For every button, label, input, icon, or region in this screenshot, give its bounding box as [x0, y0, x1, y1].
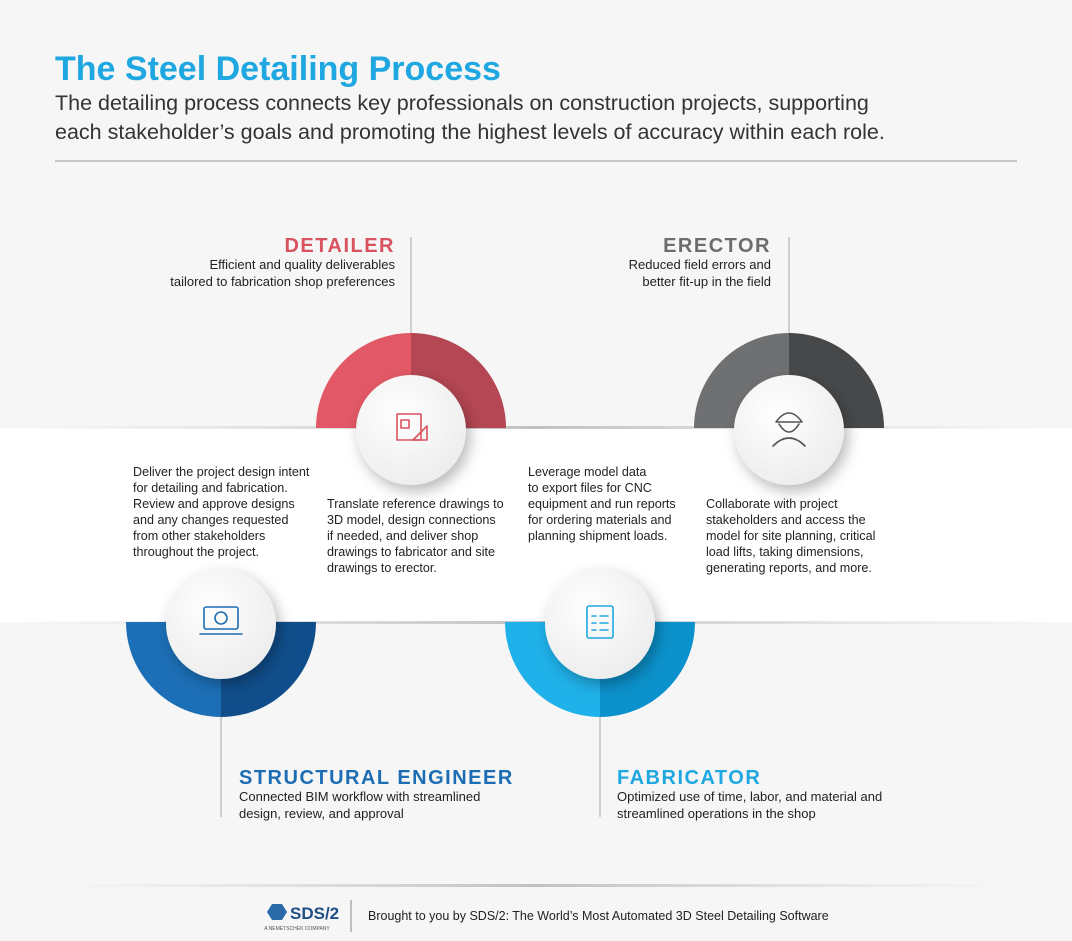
subtitle-line: The detailing process connects key profe…: [55, 91, 869, 115]
role-goal: streamlined operations in the shop: [617, 806, 816, 821]
subtitle-line: each stakeholder’s goals and promoting t…: [55, 120, 885, 144]
icon-part: [396, 413, 422, 441]
icon: [586, 605, 614, 639]
role-title: FABRICATOR: [617, 767, 761, 789]
icon: [396, 413, 428, 441]
title: The Steel Detailing Process: [55, 50, 501, 88]
role-description: Collaborate with project: [706, 497, 838, 511]
role-description: drawings to erector.: [327, 561, 437, 575]
tagline: Brought to you by SDS/2: The World’s Mos…: [368, 909, 829, 923]
role-description: Translate reference drawings to: [327, 497, 504, 511]
role-description: from other stakeholders: [133, 529, 265, 543]
icon-part: [400, 419, 428, 441]
icon-disc: [545, 569, 655, 679]
role-goal: design, review, and approval: [239, 806, 404, 821]
role-goal: Optimized use of time, labor, and materi…: [617, 789, 882, 804]
role-title: ERECTOR: [663, 235, 771, 257]
role-description: Review and approve designs: [133, 497, 295, 511]
role-description: 3D model, design connections: [327, 513, 496, 527]
role-description: if needed, and deliver shop: [327, 529, 478, 543]
role-description: for detailing and fabrication.: [133, 481, 288, 495]
icon: [772, 412, 806, 447]
role-description: model for site planning, critical: [706, 529, 875, 543]
role-goal: better fit-up in the field: [642, 274, 771, 289]
logo: SDS/2 A NEMETSCHEK COMPANY: [264, 904, 339, 932]
role-description: drawings to fabricator and site: [327, 545, 495, 559]
role-goal: Connected BIM workflow with streamlined: [239, 789, 480, 804]
role-description: throughout the project.: [133, 545, 259, 559]
role-description: planning shipment loads.: [528, 529, 667, 543]
footer-edge: [60, 884, 1010, 887]
icon-part: [772, 412, 806, 447]
role-goal: tailored to fabrication shop preferences: [170, 274, 395, 289]
icon-part: [214, 611, 228, 625]
role-description: and any changes requested: [133, 513, 288, 527]
role-title: DETAILER: [284, 235, 395, 257]
icon-part: [591, 615, 609, 631]
logo-subtext: A NEMETSCHEK COMPANY: [264, 926, 330, 932]
role-title: STRUCTURAL ENGINEER: [239, 767, 514, 789]
logo-text: SDS/2: [290, 904, 339, 923]
role-description: Leverage model data: [528, 465, 646, 479]
icon-disc: [734, 375, 844, 485]
role-description: generating reports, and more.: [706, 561, 872, 575]
icon-disc: [356, 375, 466, 485]
role-description: Deliver the project design intent: [133, 465, 310, 479]
role-goal: Efficient and quality deliverables: [210, 257, 396, 272]
role-description: for ordering materials and: [528, 513, 672, 527]
role-description: stakeholders and access the: [706, 513, 866, 527]
role-goal: Reduced field errors and: [629, 257, 771, 272]
role-description: to export files for CNC: [528, 481, 652, 495]
role-description: equipment and run reports: [528, 497, 676, 511]
role-description: load lifts, taking dimensions,: [706, 545, 864, 559]
icon: [199, 606, 243, 635]
band-edge: [20, 426, 1052, 429]
icon-part: [586, 605, 614, 639]
icon-part: [203, 606, 239, 630]
